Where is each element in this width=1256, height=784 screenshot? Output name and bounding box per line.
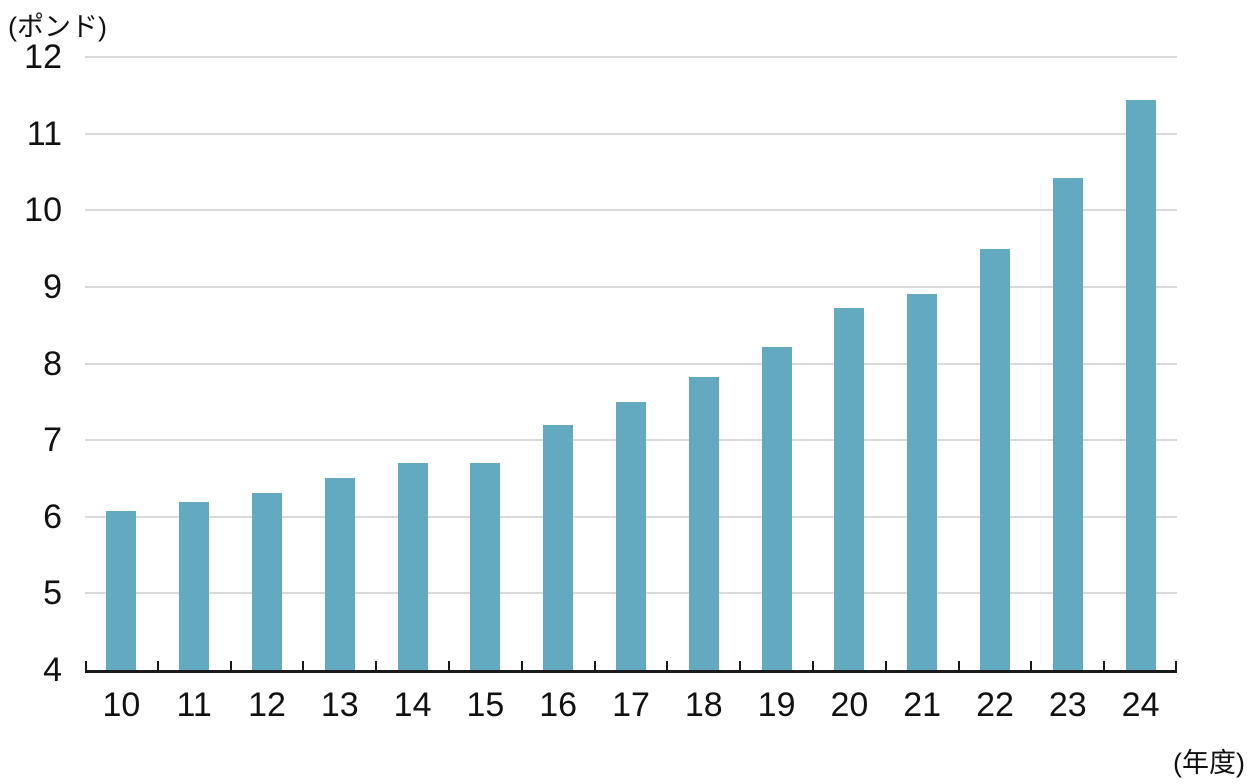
bar-19 [761, 347, 792, 670]
x-axis-tick [1175, 661, 1177, 670]
x-axis-tick [593, 661, 596, 670]
x-axis-tick [375, 661, 378, 670]
x-tick-label-16: 16 [539, 686, 578, 724]
x-axis-tick [520, 661, 523, 670]
x-axis-tick [302, 661, 305, 670]
bar-20 [834, 308, 865, 670]
bar-13 [324, 478, 355, 670]
x-tick-label-10: 10 [102, 686, 141, 724]
x-axis-tick [156, 661, 159, 670]
bar-10 [106, 510, 137, 670]
x-tick-label-19: 19 [757, 686, 796, 724]
x-tick-label-14: 14 [393, 686, 432, 724]
y-tick-label-4: 4 [43, 651, 62, 689]
x-tick-label-22: 22 [976, 686, 1014, 724]
x-tick-label-20: 20 [830, 686, 869, 724]
bar-23 [1052, 178, 1083, 670]
x-axis-tick [957, 661, 960, 670]
x-axis-tick [85, 661, 87, 670]
x-tick-label-21: 21 [903, 686, 942, 724]
bar-21 [907, 293, 938, 670]
x-axis-tick [1030, 661, 1033, 670]
y-tick-label-9: 9 [43, 267, 62, 306]
gridline-y-11 [85, 132, 1177, 135]
x-tick-label-23: 23 [1048, 686, 1087, 724]
x-axis-tick [666, 661, 669, 670]
x-axis-tick [229, 661, 232, 670]
x-tick-label-24: 24 [1121, 686, 1160, 724]
bar-17 [616, 401, 646, 670]
x-tick-label-13: 13 [320, 686, 359, 724]
bar-11 [179, 502, 210, 670]
x-axis-tick [884, 661, 887, 670]
x-axis-tick [812, 661, 814, 670]
x-tick-label-15: 15 [466, 686, 505, 724]
y-tick-label-10: 10 [24, 191, 62, 230]
x-axis-unit-label: (年度) [1173, 748, 1245, 778]
x-tick-label-11: 11 [176, 686, 212, 724]
y-tick-label-7: 7 [43, 421, 62, 460]
y-tick-label-12: 12 [24, 38, 62, 76]
bar-14 [397, 463, 428, 670]
gridline-y-12 [85, 56, 1177, 58]
y-tick-label-5: 5 [43, 574, 62, 613]
x-axis-tick [1103, 661, 1106, 670]
bar-16 [543, 424, 574, 670]
gridline-y-8 [85, 362, 1177, 365]
x-tick-label-18: 18 [684, 686, 723, 724]
y-tick-label-11: 11 [26, 114, 62, 153]
x-tick-label-12: 12 [248, 686, 286, 724]
gridline-y-9 [85, 285, 1177, 288]
x-axis-tick [448, 661, 450, 670]
plot-area [85, 56, 1177, 673]
bar-18 [688, 376, 719, 670]
bar-15 [470, 463, 501, 670]
x-tick-label-17: 17 [612, 686, 650, 724]
bar-24 [1125, 99, 1156, 670]
y-tick-label-6: 6 [43, 497, 62, 536]
x-axis-tick [739, 661, 742, 670]
gridline-y-10 [85, 209, 1177, 212]
bar-12 [252, 493, 282, 670]
y-tick-label-8: 8 [43, 344, 62, 383]
y-axis-unit-label: (ポンド) [8, 12, 107, 42]
bar-22 [980, 248, 1010, 670]
